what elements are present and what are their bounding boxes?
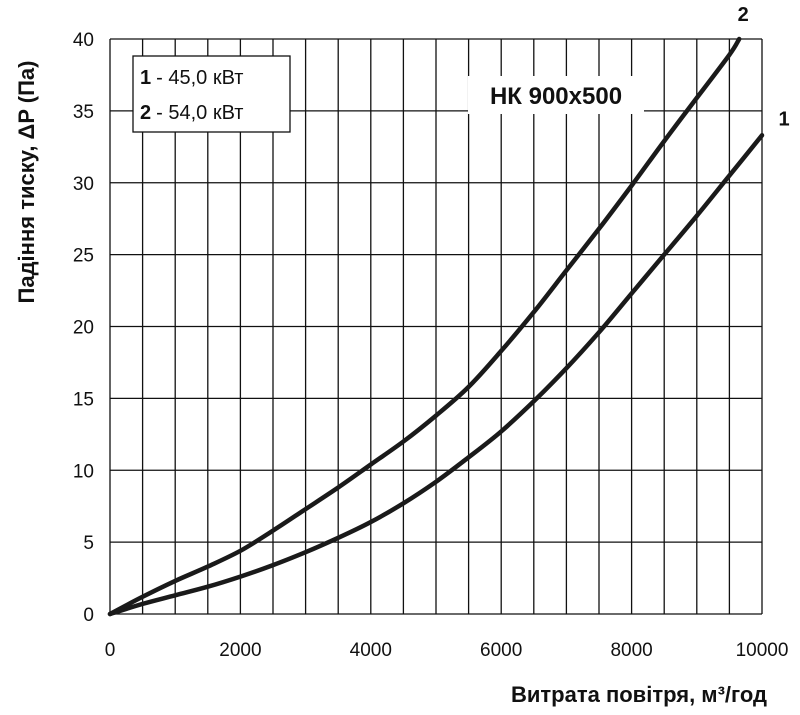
legend-text-2: - 54,0 кВт xyxy=(156,102,243,124)
y-tick-label: 30 xyxy=(73,174,94,195)
series-lines: 12 xyxy=(107,4,790,617)
annotation-background xyxy=(468,76,644,114)
y-tick-label: 25 xyxy=(73,246,94,267)
legend: 1- 45,0 кВт 2- 54,0 кВт xyxy=(132,55,291,133)
y-tick-label: 20 xyxy=(73,318,94,339)
legend-text-1: - 45,0 кВт xyxy=(156,67,243,89)
model-annotation: НК 900x500 xyxy=(468,76,644,114)
grid xyxy=(109,38,763,615)
y-tick-label: 35 xyxy=(73,102,94,123)
tick-labels: 0 2000 4000 6000 8000 10000 0 5 10 15 20 25 30 35 40 xyxy=(73,30,789,661)
legend-entry-1: 1- 45,0 кВт xyxy=(140,67,243,89)
x-tick-label: 2000 xyxy=(219,640,261,661)
y-tick-label: 40 xyxy=(73,30,94,51)
series-line-1 xyxy=(107,133,765,617)
legend-key-1: 1 xyxy=(140,67,151,89)
legend-entry-2: 2- 54,0 кВт xyxy=(140,102,243,124)
series-line-2 xyxy=(107,36,742,617)
y-axis-title: Падіння тиску, ΔP (Па) xyxy=(14,61,39,304)
x-tick-label: 4000 xyxy=(350,640,392,661)
x-tick-label: 0 xyxy=(105,640,116,661)
x-tick-label: 6000 xyxy=(480,640,522,661)
y-tick-label: 10 xyxy=(73,461,94,482)
annotation-label: НК 900x500 xyxy=(490,83,622,110)
y-tick-label: 0 xyxy=(83,605,94,626)
y-tick-label: 15 xyxy=(73,389,94,410)
x-tick-label: 10000 xyxy=(736,640,789,661)
series-end-label-2: 2 xyxy=(738,4,749,26)
legend-box xyxy=(132,55,291,133)
y-tick-label: 5 xyxy=(83,533,94,554)
legend-key-2: 2 xyxy=(140,102,151,124)
series-end-label-1: 1 xyxy=(778,108,789,130)
x-axis-title: Витрата повітря, м³/год xyxy=(511,682,767,707)
x-tick-label: 8000 xyxy=(610,640,652,661)
